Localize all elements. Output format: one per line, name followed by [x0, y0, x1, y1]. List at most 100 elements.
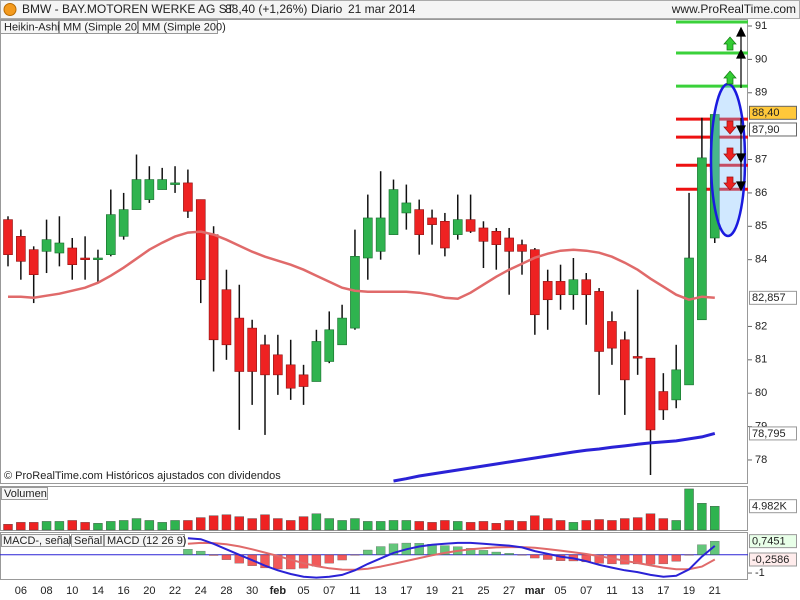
price-label-box: [749, 499, 797, 514]
x-tick-label: 13: [375, 585, 387, 597]
macd-hist-bar: [414, 543, 424, 555]
candle-body: [581, 279, 592, 296]
candle-body: [234, 317, 245, 372]
price-label-box: [749, 290, 797, 305]
y-tick-label: 85: [755, 220, 767, 232]
volume-bar: [530, 515, 540, 531]
volume-bar: [375, 521, 386, 531]
candle-body: [28, 249, 39, 276]
y-tick-label: 86: [755, 187, 767, 199]
x-tick-label: 21: [709, 585, 721, 597]
volume-bar: [453, 521, 463, 531]
price-label-box: [749, 105, 797, 120]
volume-bar: [157, 522, 167, 531]
volume-bar: [555, 520, 566, 531]
candle-body: [619, 339, 630, 381]
volume-bar: [29, 522, 39, 531]
volume-bar: [196, 517, 206, 531]
volume-bar: [221, 514, 232, 531]
volume-bar: [41, 521, 52, 531]
volume-bar: [247, 518, 257, 531]
volume-bar: [208, 515, 219, 531]
price-label: -0,2586: [752, 554, 789, 566]
y-tick-label: 87: [755, 153, 767, 165]
header-site: www.ProRealTime.com: [671, 2, 796, 16]
y-tick-label: 82: [755, 320, 767, 332]
candle-body: [478, 227, 489, 242]
volume-bar: [594, 519, 604, 531]
candle-body: [260, 344, 270, 376]
plot-layer: 7879808182848586878990910608101416202224…: [0, 20, 797, 597]
macd-hist-bar: [273, 554, 283, 570]
legend-box: [138, 20, 218, 34]
candle-body: [41, 239, 52, 252]
legend-macd-hist: MACD-, señal: [3, 535, 71, 547]
volume-bar: [93, 523, 103, 531]
candle-body: [607, 321, 617, 349]
x-tick-label: 07: [323, 585, 335, 597]
candle-body: [16, 236, 26, 262]
legend-macd: MACD (12 26 9): [107, 535, 186, 547]
candle-body: [195, 199, 206, 281]
macd-hist-bar: [337, 554, 347, 561]
candle-body: [157, 179, 167, 190]
volume-bar: [684, 488, 694, 531]
legend-ma20: MM (Simple 20): [63, 21, 141, 33]
macd-hist-bar: [594, 554, 604, 564]
red-arrows: [723, 120, 737, 191]
volume-bar: [118, 520, 129, 531]
volume-bar: [427, 522, 437, 531]
macd-hist-bar: [684, 554, 694, 556]
x-tick-label: 05: [297, 585, 309, 597]
candle-body: [221, 289, 232, 346]
macd-hist-bar: [183, 549, 193, 555]
candle-body: [247, 327, 257, 372]
volume-bar: [286, 520, 296, 531]
volume-bar: [298, 516, 309, 531]
x-tick-label: 11: [606, 585, 617, 597]
price-label-box: [749, 122, 797, 137]
logo: [3, 3, 17, 16]
volume-bar: [517, 521, 527, 531]
legend-signal: Señal: [74, 535, 102, 547]
candle-body: [684, 257, 694, 386]
moving-average: [393, 431, 716, 483]
x-tick-label: 08: [40, 585, 52, 597]
x-tick-label: 07: [580, 585, 592, 597]
x-tick-label: 25: [477, 585, 489, 597]
candle-body: [504, 237, 514, 252]
candle-body: [440, 220, 450, 249]
candle-body: [67, 247, 78, 265]
volume-bar: [388, 520, 399, 531]
volume-bar: [54, 521, 65, 531]
x-tick-label: 19: [683, 585, 695, 597]
candle-body: [183, 182, 193, 212]
candle-body: [170, 182, 180, 185]
price-panel: [0, 19, 748, 484]
y-tick-label: 81: [755, 354, 767, 366]
moving-average: [8, 230, 715, 302]
candle-body: [414, 209, 425, 235]
macd-hist-bar: [286, 554, 296, 570]
volume-bar: [273, 518, 283, 531]
legend-box: [59, 20, 138, 34]
candle-body: [530, 249, 540, 316]
volume-bar: [131, 518, 142, 531]
footer-note: © ProRealTime.com Históricos ajustados c…: [4, 470, 281, 482]
x-tick-label: 17: [400, 585, 412, 597]
volume-bar: [645, 513, 656, 531]
y-tick-label: 89: [755, 87, 767, 99]
black-arrows: [736, 26, 746, 192]
candle-body: [491, 231, 502, 245]
macd-hist-bar: [260, 554, 270, 569]
x-tick-label: 20: [143, 585, 155, 597]
volume-bar: [144, 520, 155, 531]
macd-hist-bar: [478, 550, 489, 555]
candle-body: [3, 219, 13, 255]
header-date: 21 mar 2014: [348, 2, 416, 16]
candle-body: [311, 341, 322, 382]
volume-bar: [607, 520, 617, 531]
volume-bar: [401, 520, 412, 531]
volume-bar: [234, 516, 245, 531]
